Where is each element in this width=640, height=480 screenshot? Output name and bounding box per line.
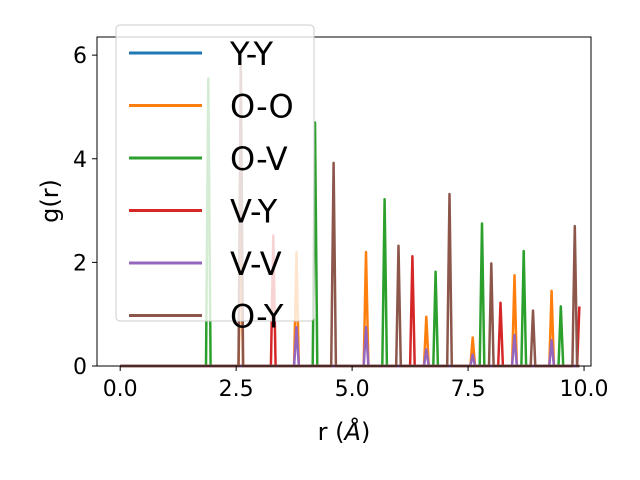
legend-label-v-y: V-Y xyxy=(230,193,278,231)
x-axis-label-unit: Å xyxy=(343,417,361,446)
legend-label-y-y: Y-Y xyxy=(229,35,274,73)
y-tick-label: 4 xyxy=(73,148,87,173)
x-axis-ticks: 0.0 2.5 5.0 7.5 10.0 xyxy=(103,366,609,402)
legend: Y-Y O-O O-V V-Y V-V O-Y xyxy=(115,24,315,336)
legend-label-v-v: V-V xyxy=(230,245,282,283)
x-axis-label-text: r ( xyxy=(318,418,345,446)
x-tick-label: 2.5 xyxy=(219,377,254,402)
plot-frame xyxy=(96,36,592,367)
y-axis-label: g(r) xyxy=(36,179,64,223)
legend-label-o-v: O-V xyxy=(230,140,288,178)
x-tick-label: 7.5 xyxy=(451,377,486,402)
y-tick-label: 0 xyxy=(73,355,87,380)
y-tick-label: 6 xyxy=(73,44,87,69)
legend-label-o-o: O-O xyxy=(230,88,294,126)
y-tick-label: 2 xyxy=(73,251,87,276)
x-axis-label: r (Å) xyxy=(318,417,371,446)
legend-frame xyxy=(115,24,315,322)
x-tick-label: 0.0 xyxy=(103,377,138,402)
legend-label-o-y: O-Y xyxy=(230,298,284,336)
x-axis-label-close: ) xyxy=(361,418,370,446)
x-tick-label: 5.0 xyxy=(335,377,370,402)
x-tick-label: 10.0 xyxy=(560,377,609,402)
y-axis-ticks: 0 2 4 6 xyxy=(73,44,97,380)
